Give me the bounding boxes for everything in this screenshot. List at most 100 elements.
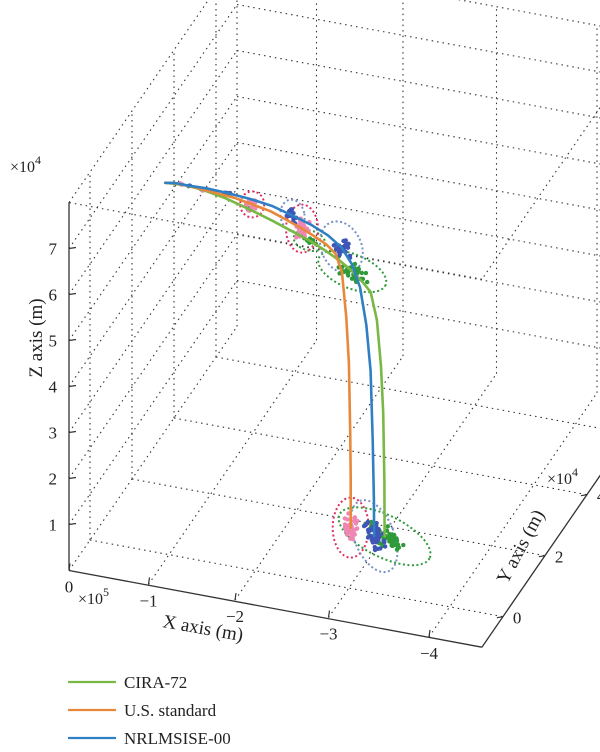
dispersion-point bbox=[363, 270, 369, 276]
grid-line bbox=[148, 340, 317, 585]
y-tick bbox=[496, 616, 503, 619]
z-tick bbox=[68, 246, 77, 250]
z-tick bbox=[68, 430, 77, 434]
x-tick-label: −3 bbox=[319, 625, 337, 644]
y-tick-label: 2 bbox=[555, 548, 564, 567]
grid-line bbox=[234, 355, 404, 601]
grid-line bbox=[68, 234, 238, 479]
grid-line bbox=[236, 3, 600, 73]
axes bbox=[68, 202, 600, 648]
z-tick bbox=[68, 384, 77, 388]
z-tick-label: 6 bbox=[49, 286, 58, 305]
grid-line bbox=[236, 49, 600, 119]
dispersion-point bbox=[365, 279, 370, 285]
grid-lines bbox=[68, 0, 600, 638]
y-tick-label: 4 bbox=[597, 487, 600, 506]
dispersion-point bbox=[383, 544, 388, 549]
dispersion-point bbox=[385, 524, 390, 529]
z-tick bbox=[68, 292, 77, 296]
dispersion-point bbox=[334, 246, 339, 251]
legend-label: CIRA-72 bbox=[124, 673, 187, 692]
grid-line bbox=[236, 95, 600, 165]
z-tick-label: 5 bbox=[49, 332, 58, 351]
dispersion-point bbox=[341, 238, 346, 244]
dispersion-point bbox=[297, 221, 303, 227]
dispersion-point bbox=[355, 518, 360, 524]
x-axis-line bbox=[68, 569, 483, 648]
dispersion-point bbox=[373, 536, 378, 541]
dispersion-point bbox=[342, 525, 348, 530]
legend-label: NRLMSISE-00 bbox=[124, 729, 231, 748]
z-tick-label: 2 bbox=[49, 470, 58, 489]
x-tick bbox=[147, 577, 151, 585]
dispersion-point bbox=[389, 532, 395, 537]
dispersion-point bbox=[401, 542, 406, 548]
grid-line bbox=[68, 201, 483, 280]
trajectory-lines bbox=[164, 181, 386, 538]
dispersion-point bbox=[346, 241, 351, 246]
dispersion-ellipse bbox=[337, 506, 432, 567]
x-tick bbox=[428, 629, 431, 637]
grid-line bbox=[236, 187, 600, 257]
dispersion-point bbox=[345, 271, 350, 277]
dispersion-point bbox=[352, 261, 358, 267]
dispersion-point bbox=[356, 266, 361, 271]
z-tick-label: 7 bbox=[49, 240, 58, 259]
x-axis-multiplier: ×105 bbox=[78, 585, 109, 608]
series-line-u-s-standard bbox=[164, 181, 352, 529]
dispersion-point bbox=[342, 269, 347, 274]
grid-line bbox=[68, 142, 238, 387]
x-tick-label: 0 bbox=[65, 578, 74, 597]
grid-line bbox=[481, 106, 600, 280]
dispersion-ellipse bbox=[279, 198, 306, 233]
dispersion-point bbox=[374, 520, 379, 526]
x-tick bbox=[234, 593, 237, 601]
series-line-cira-72 bbox=[164, 181, 386, 538]
grid-line bbox=[68, 0, 210, 203]
z-tick bbox=[68, 338, 77, 342]
dispersion-point bbox=[343, 528, 349, 533]
legend-label: U.S. standard bbox=[124, 701, 217, 720]
dispersion-point bbox=[365, 535, 371, 540]
dispersion-point bbox=[350, 531, 355, 536]
y-tick bbox=[580, 494, 587, 497]
grid-line bbox=[68, 280, 238, 525]
grid-line bbox=[215, 356, 600, 429]
dispersion-point bbox=[345, 517, 350, 522]
grid-line bbox=[68, 50, 238, 295]
y-axis-line bbox=[481, 474, 600, 648]
grid-line bbox=[236, 233, 600, 303]
grid-line bbox=[68, 188, 238, 433]
x-tick-label: −2 bbox=[226, 607, 244, 626]
grid-line bbox=[428, 392, 598, 638]
z-tick-label: 3 bbox=[49, 424, 58, 443]
x-tick bbox=[327, 610, 331, 618]
dispersion-ellipse bbox=[317, 249, 388, 294]
dispersion-point bbox=[359, 270, 364, 276]
z-axis-multiplier: ×104 bbox=[10, 153, 41, 176]
y-tick-label: 0 bbox=[513, 609, 522, 628]
y-tick bbox=[538, 555, 545, 558]
dispersion-point bbox=[361, 523, 367, 529]
dispersion-point bbox=[352, 515, 357, 521]
dispersion-ellipse bbox=[349, 499, 399, 574]
dispersion-point bbox=[365, 527, 371, 533]
y-axis-label: Y axis (m) bbox=[493, 506, 549, 587]
dispersion-point bbox=[365, 519, 371, 525]
grid-line bbox=[68, 326, 238, 571]
grid-line bbox=[236, 141, 600, 211]
dispersion-point bbox=[381, 538, 387, 543]
dispersion-point bbox=[372, 547, 378, 553]
grid-line bbox=[457, 0, 600, 27]
x-tick bbox=[68, 563, 71, 571]
z-tick bbox=[68, 522, 77, 526]
tick-labels: 0−1−2−3−402461234567 bbox=[49, 240, 600, 663]
grid-line bbox=[68, 96, 238, 341]
dispersion-point bbox=[337, 252, 342, 257]
x-tick-label: −1 bbox=[139, 591, 157, 610]
dispersion-point bbox=[369, 519, 374, 525]
dispersion-point bbox=[342, 243, 348, 248]
dispersion-point bbox=[374, 540, 379, 545]
z-tick-label: 4 bbox=[49, 378, 58, 397]
